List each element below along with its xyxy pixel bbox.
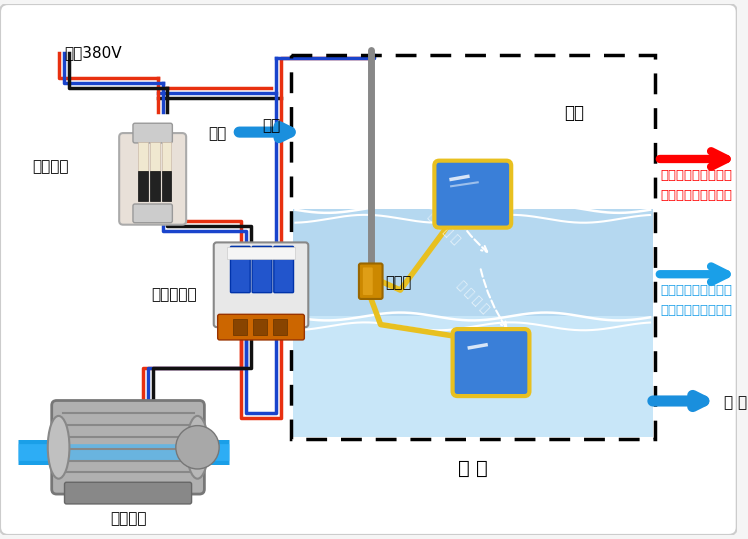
FancyBboxPatch shape xyxy=(119,133,186,225)
Ellipse shape xyxy=(187,416,209,479)
Text: 三相380V: 三相380V xyxy=(64,45,122,60)
Circle shape xyxy=(176,426,219,469)
Text: 刀闸开关: 刀闸开关 xyxy=(32,159,69,174)
Bar xyxy=(292,209,653,438)
Text: 水 池: 水 池 xyxy=(458,459,488,478)
FancyBboxPatch shape xyxy=(52,400,204,494)
Text: 进水: 进水 xyxy=(208,126,227,141)
FancyBboxPatch shape xyxy=(359,264,382,299)
Bar xyxy=(253,319,267,335)
FancyBboxPatch shape xyxy=(453,329,530,396)
Bar xyxy=(138,142,148,171)
Text: 交流接触器: 交流接触器 xyxy=(151,287,197,302)
Bar xyxy=(162,142,171,171)
Text: 水泵电机: 水泵电机 xyxy=(110,511,147,526)
Text: 出 水: 出 水 xyxy=(724,395,747,410)
FancyBboxPatch shape xyxy=(0,4,737,535)
Bar xyxy=(162,171,171,201)
Bar xyxy=(233,319,248,335)
Text: 浮 球 上 浮: 浮 球 上 浮 xyxy=(425,210,462,247)
FancyBboxPatch shape xyxy=(133,123,172,143)
Bar xyxy=(227,247,295,259)
Ellipse shape xyxy=(48,416,70,479)
FancyBboxPatch shape xyxy=(214,243,308,327)
FancyBboxPatch shape xyxy=(64,482,191,504)
Bar xyxy=(292,316,653,438)
FancyBboxPatch shape xyxy=(274,246,293,293)
Bar xyxy=(150,171,159,201)
Text: 水池高水位时，浮球: 水池高水位时，浮球 xyxy=(660,169,732,182)
Text: 进水: 进水 xyxy=(263,118,280,133)
Bar xyxy=(150,142,159,171)
FancyBboxPatch shape xyxy=(218,314,304,340)
Bar xyxy=(290,56,655,439)
Text: 重力锤: 重力锤 xyxy=(385,275,411,289)
FancyBboxPatch shape xyxy=(230,246,250,293)
Bar xyxy=(138,171,148,201)
Text: 水池低水位时，浮球: 水池低水位时，浮球 xyxy=(660,284,732,297)
FancyBboxPatch shape xyxy=(133,204,172,223)
Bar xyxy=(273,319,286,335)
FancyBboxPatch shape xyxy=(363,267,373,295)
FancyBboxPatch shape xyxy=(252,246,272,293)
Text: 浮 球 下 沉: 浮 球 下 沉 xyxy=(454,279,491,316)
Text: 上浮，水泵停止运行: 上浮，水泵停止运行 xyxy=(660,189,732,202)
Text: 下浮，水泵启动运行: 下浮，水泵启动运行 xyxy=(660,304,732,317)
FancyBboxPatch shape xyxy=(435,161,511,227)
Text: 浮球: 浮球 xyxy=(564,104,584,122)
